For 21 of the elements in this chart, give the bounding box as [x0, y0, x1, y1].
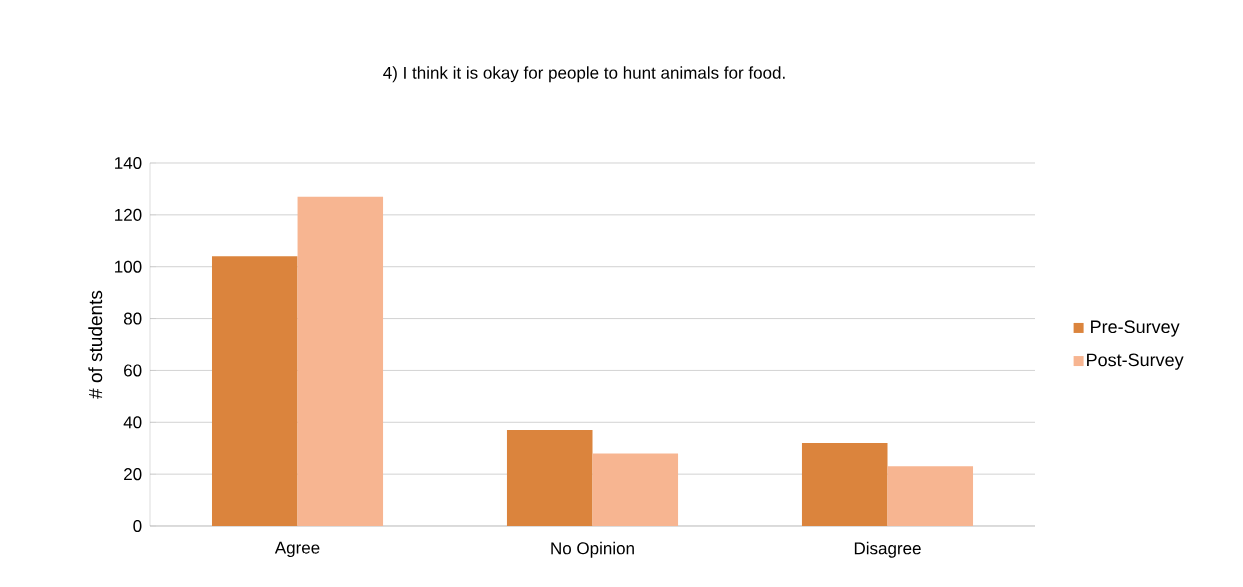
y-tick-label: 80	[123, 312, 142, 325]
x-tick-label: Disagree	[854, 541, 921, 558]
y-tick-label: 20	[124, 468, 142, 481]
bar	[211, 256, 298, 526]
y-tick-label: 40	[123, 416, 142, 429]
chart-title: 4) I think it is okay for people to hunt animals for food.	[383, 66, 785, 83]
bar	[801, 443, 888, 526]
bar	[592, 453, 679, 526]
bar	[887, 466, 974, 526]
legend-label: Pre-Survey	[1091, 320, 1180, 337]
bar	[506, 430, 593, 526]
y-axis-title: # of students	[88, 290, 103, 399]
y-tick-label: 120	[115, 208, 142, 221]
x-tick-label: No Opinion	[551, 541, 634, 558]
y-tick-label: 140	[115, 156, 142, 170]
y-tick-label: 60	[124, 364, 142, 377]
y-tick-label: 0	[133, 519, 142, 533]
y-tick-label: 100	[115, 260, 142, 273]
legend-label: Post-Survey	[1087, 353, 1184, 370]
bar	[297, 196, 384, 526]
x-tick-label: Agree	[274, 541, 320, 558]
